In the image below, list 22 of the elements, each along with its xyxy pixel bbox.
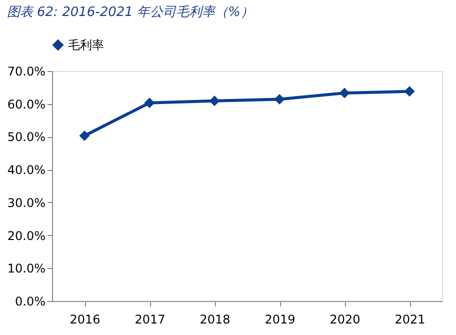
x-tick-label: 2016 xyxy=(70,312,100,326)
y-tick-label: 30.0% xyxy=(7,196,46,210)
y-tick-label: 40.0% xyxy=(7,163,46,178)
chart-title: 图表 62: 2016-2021 年公司毛利率（%） xyxy=(6,4,254,20)
point xyxy=(209,96,220,106)
point xyxy=(274,94,285,104)
x-tick-label: 2020 xyxy=(330,312,360,326)
y-tick-label: 10.0% xyxy=(7,262,46,276)
y-tick-label: 70.0% xyxy=(7,64,46,78)
x-tick-label: 2017 xyxy=(134,312,166,326)
point xyxy=(144,98,155,108)
point xyxy=(339,88,350,98)
x-tick-label: 2019 xyxy=(264,312,296,326)
point xyxy=(404,86,415,97)
point xyxy=(79,130,90,141)
x-tick-label: 2021 xyxy=(394,312,426,326)
y-tick-label: 20.0% xyxy=(7,228,46,243)
legend-label: 毛利率 xyxy=(68,38,104,52)
y-tick-label: 60.0% xyxy=(7,97,46,112)
y-tick-label: 0.0% xyxy=(15,294,46,308)
x-tick-label: 2018 xyxy=(200,312,230,326)
y-tick-label: 50.0% xyxy=(7,130,46,144)
